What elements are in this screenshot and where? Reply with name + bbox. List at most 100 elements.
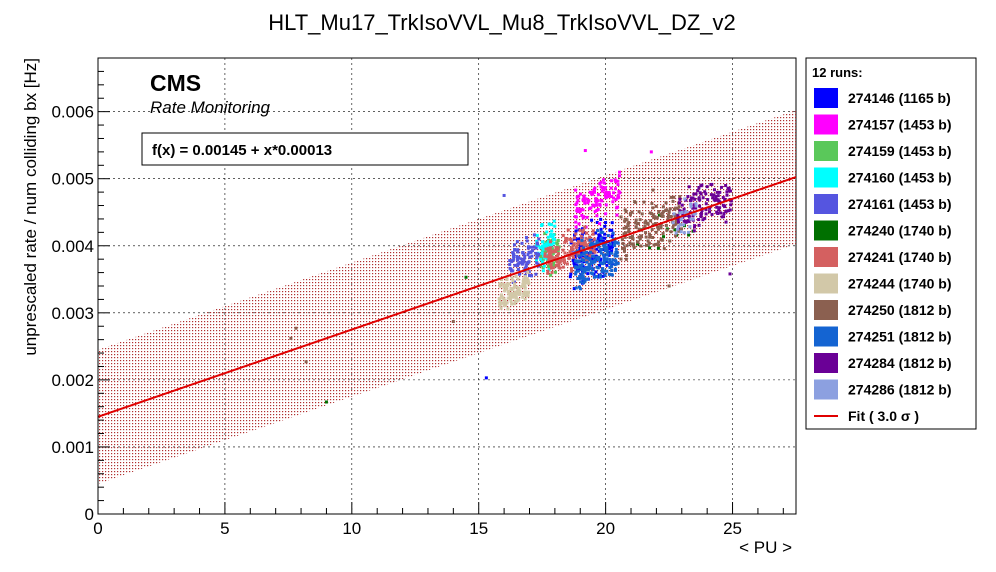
data-point: [607, 191, 611, 195]
data-point: [623, 208, 627, 212]
data-point: [538, 246, 542, 250]
legend-label: 274159 (1453 b): [848, 143, 952, 159]
data-point: [502, 297, 506, 301]
data-point: [525, 239, 529, 243]
data-point: [582, 242, 586, 246]
data-point: [596, 199, 600, 203]
data-point: [717, 208, 721, 212]
data-point: [509, 286, 513, 290]
data-point: [704, 192, 708, 196]
legend-item: 274157 (1453 b): [814, 114, 952, 135]
data-point: [484, 376, 488, 380]
data-point: [508, 259, 512, 263]
data-point: [499, 278, 503, 282]
data-point: [676, 213, 680, 217]
data-point: [668, 207, 672, 211]
data-point: [527, 250, 531, 254]
data-point: [557, 265, 561, 269]
data-point: [640, 212, 644, 216]
legend-items: 274146 (1165 b) 274157 (1453 b) 274159 (14…: [814, 88, 952, 424]
data-point: [637, 210, 641, 214]
data-point: [595, 241, 599, 245]
data-point: [574, 229, 578, 233]
data-point: [647, 241, 651, 245]
data-point: [656, 246, 660, 250]
data-point: [529, 250, 533, 254]
data-point: [678, 197, 682, 201]
data-point: [527, 260, 531, 264]
data-point: [588, 235, 592, 239]
data-point: [524, 236, 528, 240]
data-point: [521, 280, 525, 284]
data-point: [505, 278, 509, 282]
data-point: [615, 213, 619, 217]
data-point: [604, 195, 608, 199]
data-point: [688, 198, 692, 202]
data-point: [687, 215, 691, 219]
data-point: [669, 195, 673, 199]
data-point: [635, 222, 639, 226]
data-point: [588, 238, 592, 242]
data-point: [516, 289, 520, 293]
data-point: [589, 248, 593, 252]
legend-item: 274146 (1165 b): [814, 88, 951, 108]
data-point: [708, 206, 712, 210]
data-point: [595, 255, 599, 259]
data-point: [627, 227, 631, 231]
data-point: [540, 223, 544, 227]
data-point: [619, 257, 623, 261]
data-point: [565, 239, 569, 243]
data-point: [540, 251, 544, 255]
data-point: [536, 254, 540, 258]
data-point: [576, 269, 580, 273]
data-point: [714, 195, 718, 199]
data-point: [686, 230, 690, 234]
data-point: [527, 282, 531, 286]
data-point: [523, 297, 527, 301]
data-point: [639, 234, 643, 238]
data-point: [574, 225, 578, 229]
data-point: [550, 247, 554, 251]
data-point: [609, 251, 613, 255]
legend-swatch: [814, 114, 838, 135]
data-point: [504, 303, 508, 307]
data-point: [680, 227, 684, 231]
data-point: [580, 238, 584, 242]
legend-item: 274251 (1812 b): [814, 326, 952, 347]
data-point: [671, 226, 675, 230]
data-point: [624, 210, 628, 214]
series-points: [573, 170, 622, 229]
legend-swatch: [814, 220, 838, 241]
data-point: [659, 223, 663, 227]
data-point: [583, 279, 587, 283]
data-point: [665, 228, 669, 232]
data-point: [541, 269, 545, 273]
data-point: [574, 188, 578, 192]
data-point: [667, 210, 671, 214]
data-point: [537, 237, 541, 241]
data-point: [628, 235, 632, 239]
data-point: [525, 261, 529, 265]
data-point: [603, 273, 607, 277]
data-point: [703, 190, 707, 194]
data-point: [639, 244, 643, 248]
data-point: [550, 270, 554, 274]
data-point: [606, 234, 610, 238]
data-point: [678, 195, 682, 199]
data-point: [622, 246, 626, 250]
data-point: [505, 285, 509, 289]
data-point: [557, 263, 561, 267]
data-point: [723, 197, 727, 201]
data-point: [656, 242, 660, 246]
data-point: [715, 205, 719, 209]
y-tick-label: 0.004: [51, 237, 94, 256]
data-point: [719, 185, 723, 189]
data-point: [654, 242, 658, 246]
data-point: [659, 212, 663, 216]
data-point: [582, 281, 586, 285]
data-point: [521, 282, 525, 286]
data-point: [614, 253, 618, 257]
data-point: [689, 217, 693, 221]
data-point: [595, 220, 599, 224]
data-point: [572, 242, 576, 246]
